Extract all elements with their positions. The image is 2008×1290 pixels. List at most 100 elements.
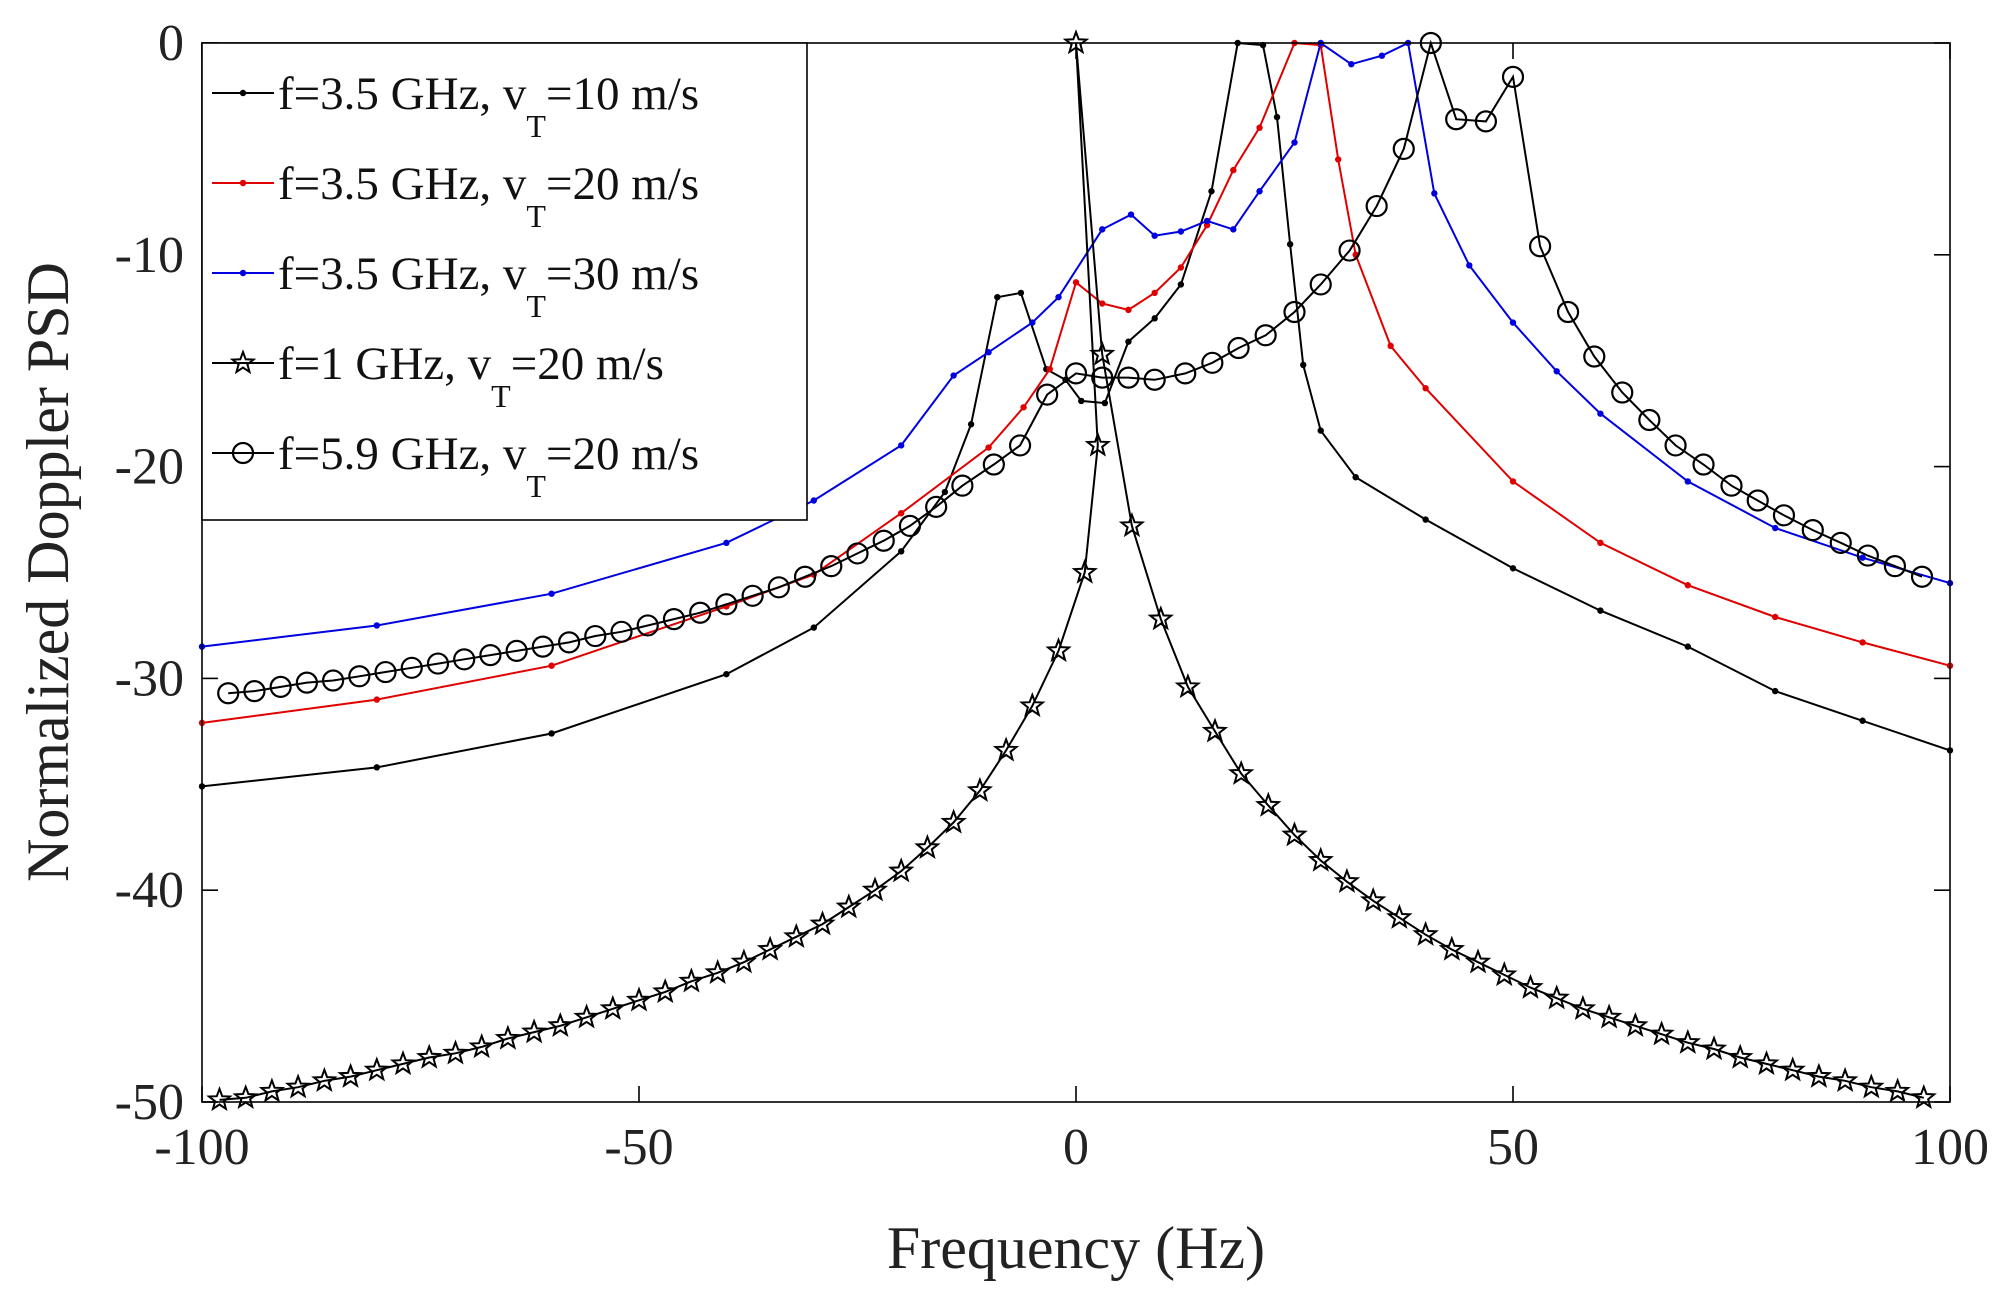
- series-4-point-60: [1700, 1035, 1728, 1061]
- legend-entry-3: f=3.5 GHz, vT=30 m/s: [212, 248, 699, 324]
- legend: f=3.5 GHz, vT=10 m/s f=3.5 GHz, vT=20 m/s…: [201, 42, 808, 521]
- series-4-point-16: [599, 994, 626, 1021]
- series-5-point-45: [1392, 137, 1415, 160]
- series-2-point-20: [1335, 156, 1342, 163]
- series-5-point-1: [217, 682, 240, 705]
- series-2-point-28: [1859, 639, 1866, 646]
- legend-label-2: f=3.5 GHz, vT=20 m/s: [278, 158, 699, 234]
- series-5-point-48: [1474, 110, 1498, 133]
- series-4-point-19: [678, 967, 705, 993]
- series-4-point-28: [914, 833, 941, 860]
- series-5-point-50: [1528, 235, 1552, 258]
- series-3-point-29: [1772, 524, 1779, 532]
- series-3-point-8: [985, 349, 992, 356]
- series-5-point-14: [557, 631, 581, 654]
- series-1: [198, 39, 1954, 790]
- series-5-point-38: [1201, 351, 1224, 374]
- series-4-point-40: [1174, 673, 1202, 699]
- series-4-point-13: [520, 1018, 548, 1044]
- series-5-point-2: [243, 680, 266, 703]
- series-4-point-54: [1543, 984, 1570, 1010]
- series-5-point-63: [1883, 555, 1907, 578]
- series-3-point-30: [1859, 554, 1866, 561]
- series-3-point-15: [1203, 217, 1211, 225]
- x-tick-label: 0: [1063, 1119, 1089, 1176]
- series-4-point-21: [730, 948, 758, 974]
- series-3-point-6: [898, 442, 905, 449]
- series-5-point-26: [872, 529, 895, 552]
- y-tick-label: -20: [115, 439, 184, 496]
- series-1-point-22: [1286, 241, 1294, 248]
- series-5-point-27: [898, 514, 922, 538]
- series-4-point-31: [992, 736, 1020, 762]
- legend-marker-4: [229, 349, 257, 375]
- series-5-point-4: [295, 671, 318, 694]
- series-4-point-53: [1517, 973, 1544, 999]
- series-3-point-17: [1256, 188, 1263, 195]
- series-1-point-23: [1300, 361, 1307, 369]
- series-2-point-13: [1151, 289, 1158, 297]
- series-5-point-49: [1501, 65, 1525, 88]
- series-4-point-37: [1089, 340, 1116, 366]
- series-5-point-34: [1091, 366, 1114, 389]
- series-3-point-16: [1230, 226, 1237, 233]
- series-4-point-17: [625, 986, 653, 1012]
- series-4-point-14: [547, 1011, 574, 1038]
- series-1-point-27: [1509, 565, 1517, 572]
- series-3-point-2: [373, 622, 380, 629]
- series-4-point-47: [1359, 886, 1387, 913]
- series-1-point-30: [1772, 687, 1779, 695]
- series-1-point-4: [723, 670, 730, 678]
- legend-label-3: f=3.5 GHz, vT=30 m/s: [278, 248, 699, 324]
- series-4-point-25: [835, 893, 862, 919]
- series-3-point-12: [1127, 211, 1135, 218]
- series-3-point-26: [1553, 368, 1560, 375]
- series-5-point-23: [793, 565, 817, 588]
- series-5-point-21: [741, 584, 764, 607]
- series-5-point-54: [1638, 408, 1661, 432]
- series-1-point-5: [810, 624, 817, 631]
- series-5-point-47: [1445, 108, 1468, 131]
- series-1-point-16: [1151, 315, 1158, 322]
- series-4-point-11: [468, 1033, 495, 1059]
- series-1-point-8: [967, 421, 975, 428]
- series-4-point-12: [494, 1024, 522, 1050]
- series-1-point-13: [1078, 397, 1085, 405]
- series-1-point-2: [373, 764, 380, 771]
- series-4-point-6: [337, 1062, 364, 1088]
- series-4-point-55: [1569, 994, 1597, 1021]
- legend-label-4: f=1 GHz, vT=20 m/s: [278, 338, 664, 414]
- series-4-point-56: [1595, 1003, 1623, 1029]
- series-2-point-24: [1509, 478, 1517, 485]
- series-5-point-64: [1910, 565, 1934, 588]
- series-4-point-50: [1438, 935, 1466, 961]
- legend-label-1: f=3.5 GHz, vT=10 m/s: [278, 68, 699, 144]
- series-5-point-40: [1254, 324, 1277, 347]
- series-3-point-10: [1055, 293, 1062, 301]
- series-5-point-36: [1143, 368, 1166, 391]
- series-4-point-35: [1084, 431, 1112, 457]
- series-5-point-20: [715, 593, 738, 616]
- series-4-point-57: [1622, 1011, 1649, 1038]
- series-4: [206, 29, 1937, 1112]
- legend-marker-1: [239, 89, 247, 97]
- series-2-point-7: [985, 444, 992, 451]
- series-5-point-24: [820, 555, 843, 578]
- series-1-point-18: [1208, 188, 1215, 195]
- series-5-point-32: [1036, 383, 1059, 406]
- series-5-point-6: [348, 665, 371, 688]
- series-4-point-32: [1019, 692, 1046, 718]
- series-3-point-21: [1378, 52, 1386, 59]
- series-1-point-24: [1317, 427, 1324, 434]
- series-1-point-14: [1101, 399, 1109, 407]
- series-5-point-44: [1365, 194, 1388, 218]
- series-2-point-22: [1387, 342, 1394, 350]
- series-5-point-19: [689, 601, 712, 624]
- series-1-point-31: [1859, 717, 1866, 724]
- series-5-point-3: [269, 675, 292, 698]
- series-5-point-29: [951, 474, 974, 497]
- series-4-point-48: [1386, 903, 1413, 929]
- series-5-point-8: [400, 656, 423, 679]
- series-5-point-18: [662, 607, 686, 631]
